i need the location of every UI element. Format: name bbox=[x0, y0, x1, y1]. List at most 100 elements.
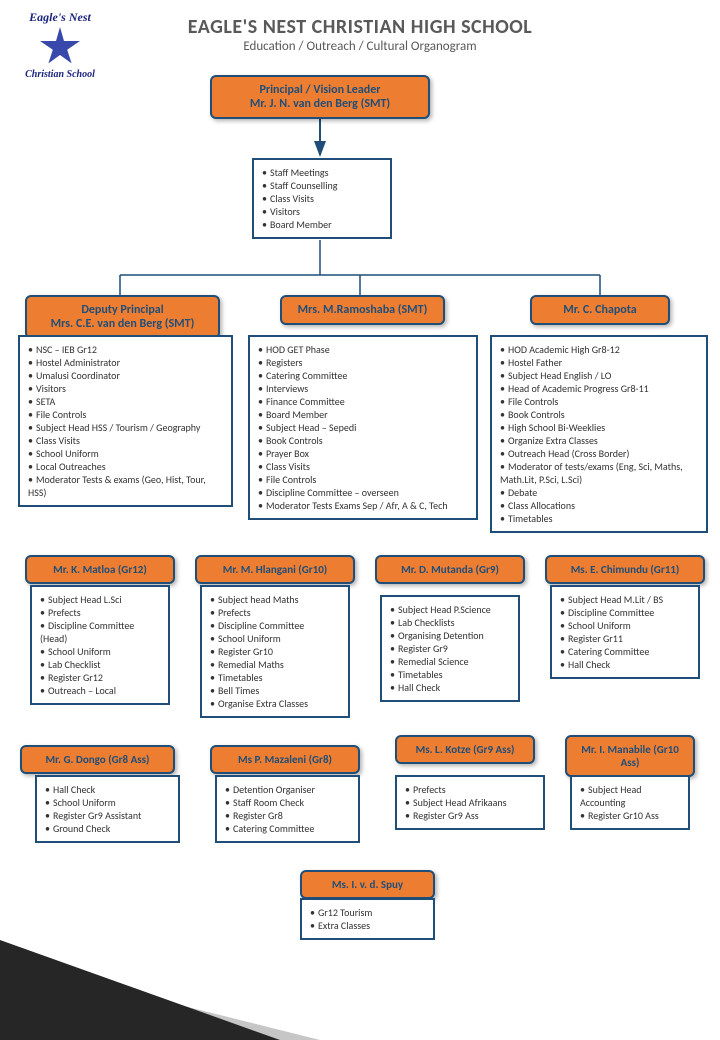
duty-item: Register Gr12 bbox=[40, 671, 160, 684]
tier2-0-line1: Deputy Principal bbox=[81, 303, 163, 317]
duty-item: Subject Head M.Lit / BS bbox=[560, 593, 690, 606]
duty-item: School Uniform bbox=[210, 632, 340, 645]
tier3-duties-1: Subject head MathsPrefectsDiscipline Com… bbox=[200, 585, 350, 718]
tier5-box-0: Ms. I. v. d. Spuy bbox=[300, 870, 435, 899]
logo-bottom-text: Christian School bbox=[15, 69, 105, 80]
tier3-box-2: Mr. D. Mutanda (Gr9) bbox=[375, 555, 525, 584]
duty-item: Register Gr9 bbox=[390, 642, 510, 655]
duty-item: Debate bbox=[500, 486, 698, 499]
tier3-duties-2: Subject Head P.ScienceLab ChecklistsOrga… bbox=[380, 595, 520, 702]
duty-item: HOD GET Phase bbox=[258, 343, 468, 356]
tier4-1-line1: Ms P. Mazaleni (Gr8) bbox=[238, 753, 332, 766]
tier2-box-0: Deputy Principal Mrs. C.E. van den Berg … bbox=[25, 295, 220, 339]
duty-item: Prayer Box bbox=[258, 447, 468, 460]
duty-item: Outreach – Local bbox=[40, 684, 160, 697]
tier2-0-line2: Mrs. C.E. van den Berg (SMT) bbox=[31, 317, 214, 331]
duty-item: Lab Checklist bbox=[40, 658, 160, 671]
duty-item: Ground Check bbox=[45, 822, 170, 835]
principal-name: Mr. J. N. van den Berg (SMT) bbox=[216, 97, 424, 111]
duty-item: School Uniform bbox=[45, 796, 170, 809]
duty-item: File Controls bbox=[28, 408, 223, 421]
tier2-duties-1: HOD GET PhaseRegistersCatering Committee… bbox=[248, 335, 478, 520]
duty-item: Moderator Tests & exams (Geo, Hist, Tour… bbox=[28, 473, 223, 499]
tier2-box-1: Mrs. M.Ramoshaba (SMT) bbox=[280, 295, 445, 325]
duty-item: Catering Committee bbox=[560, 645, 690, 658]
duty-item: Timetables bbox=[390, 668, 510, 681]
tier3-duties-0: Subject Head L.SciPrefectsDiscipline Com… bbox=[30, 585, 170, 705]
duty-item: Remedial Maths bbox=[210, 658, 340, 671]
duty-item: Gr12 Tourism bbox=[310, 906, 425, 919]
duty-item: Registers bbox=[258, 356, 468, 369]
duty-item: Register Gr10 bbox=[210, 645, 340, 658]
duty-item: Book Controls bbox=[258, 434, 468, 447]
duty-item: School Uniform bbox=[28, 447, 223, 460]
duty-item: Hall Check bbox=[390, 681, 510, 694]
duty-item: Subject Head Afrikaans bbox=[405, 796, 535, 809]
tier2-box-2: Mr. C. Chapota bbox=[530, 295, 670, 325]
tier4-duties-3: Subject Head AccountingRegister Gr10 Ass bbox=[570, 775, 690, 830]
tier4-duties-2: PrefectsSubject Head AfrikaansRegister G… bbox=[395, 775, 545, 830]
page-title: EAGLE'S NEST CHRISTIAN HIGH SCHOOL bbox=[0, 15, 720, 39]
duty-item: High School Bi-Weeklies bbox=[500, 421, 698, 434]
duty-item: Timetables bbox=[500, 512, 698, 525]
duty-item: Timetables bbox=[210, 671, 340, 684]
tier2-duties-0: NSC – IEB Gr12Hostel AdministratorUmalus… bbox=[18, 335, 233, 507]
duty-item: Register Gr11 bbox=[560, 632, 690, 645]
tier4-3-line1: Mr. I. Manabile (Gr10 Ass) bbox=[581, 743, 679, 769]
duty-item: Subject head Maths bbox=[210, 593, 340, 606]
duty-item: Finance Committee bbox=[258, 395, 468, 408]
tier4-2-line1: Ms. L. Kotze (Gr9 Ass) bbox=[416, 743, 515, 756]
duty-item: Moderator Tests Exams Sep / Afr, A & C, … bbox=[258, 499, 468, 512]
duty-item: Subject Head HSS / Tourism / Geography bbox=[28, 421, 223, 434]
duty-item: Organising Detention bbox=[390, 629, 510, 642]
tier4-box-1: Ms P. Mazaleni (Gr8) bbox=[210, 745, 360, 774]
tier2-2-line1: Mr. C. Chapota bbox=[563, 303, 636, 317]
duty-item: Register Gr9 Assistant bbox=[45, 809, 170, 822]
duty-item: File Controls bbox=[258, 473, 468, 486]
tier3-box-3: Ms. E. Chimundu (Gr11) bbox=[545, 555, 705, 584]
duty-item: Book Controls bbox=[500, 408, 698, 421]
principal-title: Principal / Vision Leader bbox=[259, 83, 380, 97]
duty-item: Class Visits bbox=[28, 434, 223, 447]
duty-item: Interviews bbox=[258, 382, 468, 395]
tier4-duties-0: Hall CheckSchool UniformRegister Gr9 Ass… bbox=[35, 775, 180, 843]
page-header: EAGLE'S NEST CHRISTIAN HIGH SCHOOL Educa… bbox=[0, 15, 720, 54]
tier4-duties-1: Detention OrganiserStaff Room CheckRegis… bbox=[215, 775, 360, 843]
duty-item: Discipline Committee – overseen bbox=[258, 486, 468, 499]
duty-item: NSC – IEB Gr12 bbox=[28, 343, 223, 356]
duty-item: Subject Head – Sepedi bbox=[258, 421, 468, 434]
duty-item: Visitors bbox=[28, 382, 223, 395]
duty-item: Hostel Father bbox=[500, 356, 698, 369]
duty-item: Subject Head English / LO bbox=[500, 369, 698, 382]
tier3-2-line1: Mr. D. Mutanda (Gr9) bbox=[401, 563, 499, 576]
duty-item: Subject Head P.Science bbox=[390, 603, 510, 616]
decorative-triangle-dark bbox=[0, 940, 280, 1040]
duty-item: Moderator of tests/exams (Eng, Sci, Math… bbox=[500, 460, 698, 486]
duty-item: SETA bbox=[28, 395, 223, 408]
duty-item: Discipline Committee (Head) bbox=[40, 619, 160, 645]
duty-item: Local Outreaches bbox=[28, 460, 223, 473]
duty-item: Prefects bbox=[210, 606, 340, 619]
duty-item: Staff Counselling bbox=[262, 179, 382, 192]
duty-item: Visitors bbox=[262, 205, 382, 218]
duty-item: Catering Committee bbox=[225, 822, 350, 835]
duty-item: Register Gr9 Ass bbox=[405, 809, 535, 822]
duty-item: Lab Checklists bbox=[390, 616, 510, 629]
duty-item: Extra Classes bbox=[310, 919, 425, 932]
duty-item: Bell Times bbox=[210, 684, 340, 697]
tier4-box-0: Mr. G. Dongo (Gr8 Ass) bbox=[20, 745, 175, 774]
duty-item: Board Member bbox=[258, 408, 468, 421]
duty-item: Hall Check bbox=[45, 783, 170, 796]
duty-item: Staff Room Check bbox=[225, 796, 350, 809]
tier3-box-0: Mr. K. Matloa (Gr12) bbox=[25, 555, 175, 584]
duty-item: Remedial Science bbox=[390, 655, 510, 668]
duty-item: Board Member bbox=[262, 218, 382, 231]
tier2-duties-2: HOD Academic High Gr8-12Hostel FatherSub… bbox=[490, 335, 708, 533]
tier3-3-line1: Ms. E. Chimundu (Gr11) bbox=[571, 563, 680, 576]
tier3-0-line1: Mr. K. Matloa (Gr12) bbox=[53, 563, 147, 576]
tier3-box-1: Mr. M. Hlangani (Gr10) bbox=[195, 555, 355, 584]
principal-box: Principal / Vision Leader Mr. J. N. van … bbox=[210, 75, 430, 119]
tier3-1-line1: Mr. M. Hlangani (Gr10) bbox=[223, 563, 327, 576]
duty-item: Organise Extra Classes bbox=[210, 697, 340, 710]
duty-item: File Controls bbox=[500, 395, 698, 408]
